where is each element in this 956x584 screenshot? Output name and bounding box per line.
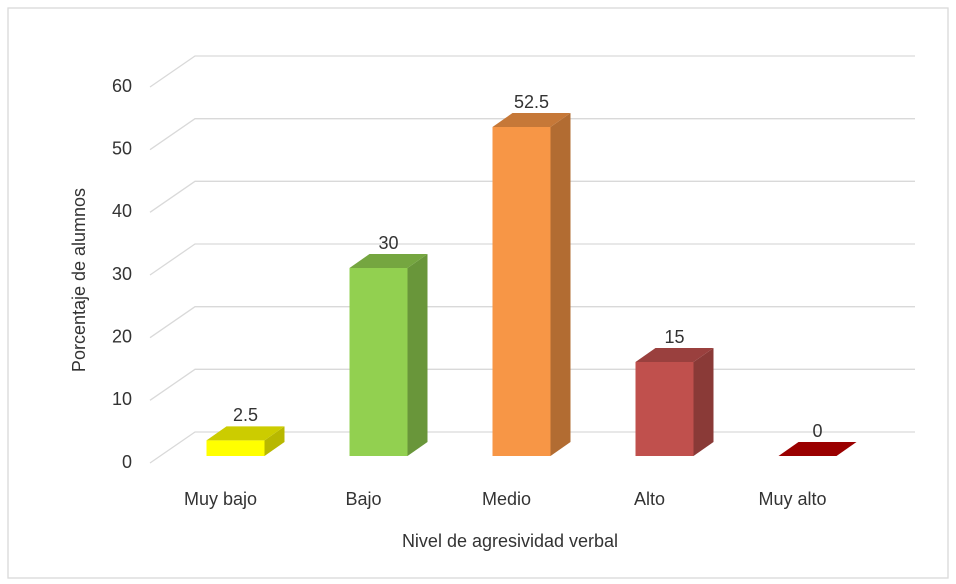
bar-front xyxy=(206,440,265,456)
x-tick-label: Muy alto xyxy=(758,489,826,509)
chart-border xyxy=(7,7,949,579)
grid-line xyxy=(149,306,915,339)
x-tick-label: Alto xyxy=(634,489,665,509)
bar-front xyxy=(635,362,694,456)
grid-line xyxy=(149,118,915,151)
value-label: 30 xyxy=(378,233,398,253)
value-label: 0 xyxy=(812,421,822,441)
y-tick-label: 50 xyxy=(112,138,132,158)
x-tick-label: Muy bajo xyxy=(184,489,257,509)
grid-line xyxy=(149,243,915,276)
grid-line xyxy=(149,55,915,88)
bar-top xyxy=(635,348,714,362)
grid-line xyxy=(149,180,915,213)
bar-top xyxy=(349,254,428,268)
y-tick-label: 10 xyxy=(112,389,132,409)
y-axis-title: Porcentaje de alumnos xyxy=(69,188,89,372)
y-tick-label: 60 xyxy=(112,76,132,96)
bar-side xyxy=(550,113,571,456)
bar-top xyxy=(778,442,857,456)
bar-top xyxy=(206,426,285,441)
y-tick-label: 40 xyxy=(112,201,132,221)
y-tick-label: 0 xyxy=(122,452,132,472)
x-axis-title: Nivel de agresividad verbal xyxy=(402,531,618,551)
y-tick-label: 20 xyxy=(112,326,132,346)
bar-side xyxy=(407,254,428,456)
y-tick-label: 30 xyxy=(112,264,132,284)
bar-top xyxy=(492,113,571,127)
x-tick-label: Bajo xyxy=(345,489,381,509)
bar-side xyxy=(693,348,714,456)
value-label: 52.5 xyxy=(514,92,549,112)
bar-front xyxy=(492,127,551,456)
value-label: 2.5 xyxy=(233,405,258,425)
bar-front xyxy=(349,268,408,456)
value-label: 15 xyxy=(664,327,684,347)
bar-side xyxy=(264,426,285,456)
x-tick-label: Medio xyxy=(482,489,531,509)
